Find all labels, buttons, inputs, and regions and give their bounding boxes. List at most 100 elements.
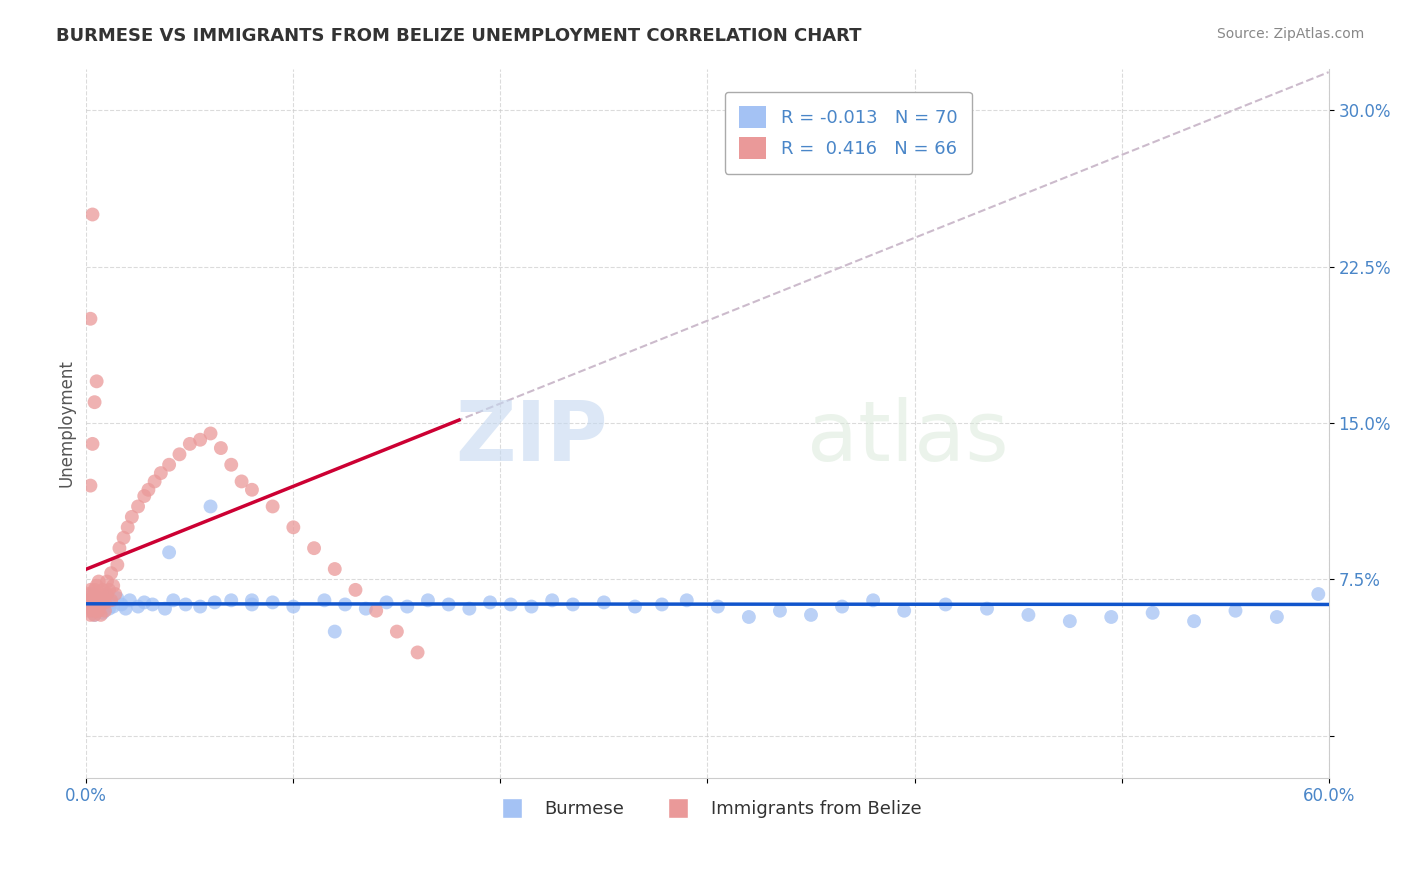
Point [127, 599, 149, 614]
Point [976, 601, 998, 615]
Text: Source: ZipAtlas.com: Source: ZipAtlas.com [1216, 27, 1364, 41]
Point [188, 433, 211, 447]
Point [82, 595, 104, 609]
Point [82, 604, 104, 618]
Y-axis label: Unemployment: Unemployment [58, 359, 75, 487]
Point [103, 579, 125, 593]
Point [141, 598, 163, 612]
Point [179, 437, 201, 451]
Point [94, 595, 117, 609]
Point [240, 593, 263, 607]
Point [157, 545, 180, 559]
Point [174, 598, 197, 612]
Point [831, 599, 853, 614]
Point [707, 599, 730, 614]
Point [893, 604, 915, 618]
Point [862, 593, 884, 607]
Point [283, 520, 305, 534]
Point [96, 589, 118, 603]
Point [738, 610, 761, 624]
Point [77, 593, 100, 607]
Point [219, 458, 242, 472]
Point [283, 599, 305, 614]
Point [87, 604, 110, 618]
Point [219, 593, 242, 607]
Point [86, 587, 108, 601]
Point [98, 601, 121, 615]
Point [375, 595, 398, 609]
Point [82, 604, 104, 618]
Point [83, 595, 105, 609]
Point [561, 598, 583, 612]
Point [1265, 610, 1288, 624]
Point [87, 591, 110, 606]
Point [86, 595, 108, 609]
Text: ZIP: ZIP [456, 397, 607, 478]
Point [499, 598, 522, 612]
Point [79, 582, 101, 597]
Point [82, 587, 104, 601]
Point [100, 566, 122, 581]
Point [935, 598, 957, 612]
Point [83, 607, 105, 622]
Point [86, 601, 108, 615]
Point [83, 395, 105, 409]
Text: BURMESE VS IMMIGRANTS FROM BELIZE UNEMPLOYMENT CORRELATION CHART: BURMESE VS IMMIGRANTS FROM BELIZE UNEMPL… [56, 27, 862, 45]
Point [90, 607, 112, 622]
Point [314, 593, 336, 607]
Point [77, 587, 100, 601]
Point [79, 311, 101, 326]
Point [204, 595, 226, 609]
Point [87, 593, 110, 607]
Point [1099, 610, 1122, 624]
Point [354, 601, 377, 615]
Point [769, 604, 792, 618]
Point [110, 598, 132, 612]
Point [134, 489, 156, 503]
Point [593, 595, 616, 609]
Point [437, 598, 460, 612]
Point [1308, 587, 1330, 601]
Point [1059, 614, 1081, 628]
Point [262, 500, 284, 514]
Point [100, 595, 122, 609]
Point [396, 599, 419, 614]
Point [114, 601, 136, 615]
Point [79, 478, 101, 492]
Point [77, 593, 100, 607]
Point [162, 593, 184, 607]
Point [82, 207, 104, 221]
Point [117, 520, 139, 534]
Point [366, 604, 388, 618]
Point [100, 593, 122, 607]
Point [458, 601, 481, 615]
Point [1182, 614, 1205, 628]
Point [105, 591, 128, 606]
Point [79, 599, 101, 614]
Point [333, 598, 356, 612]
Point [188, 599, 211, 614]
Point [520, 599, 543, 614]
Point [91, 582, 114, 597]
Point [138, 483, 160, 497]
Point [262, 595, 284, 609]
Point [416, 593, 439, 607]
Point [96, 574, 118, 589]
Point [82, 437, 104, 451]
Point [96, 587, 118, 601]
Point [1142, 606, 1164, 620]
Point [91, 591, 114, 606]
Point [108, 541, 131, 556]
Point [87, 574, 110, 589]
Point [323, 562, 346, 576]
Point [83, 607, 105, 622]
Point [90, 598, 112, 612]
Point [624, 599, 647, 614]
Point [86, 375, 108, 389]
Point [94, 598, 117, 612]
Point [200, 500, 222, 514]
Point [83, 582, 105, 597]
Point [153, 601, 176, 615]
Point [200, 426, 222, 441]
Point [240, 483, 263, 497]
